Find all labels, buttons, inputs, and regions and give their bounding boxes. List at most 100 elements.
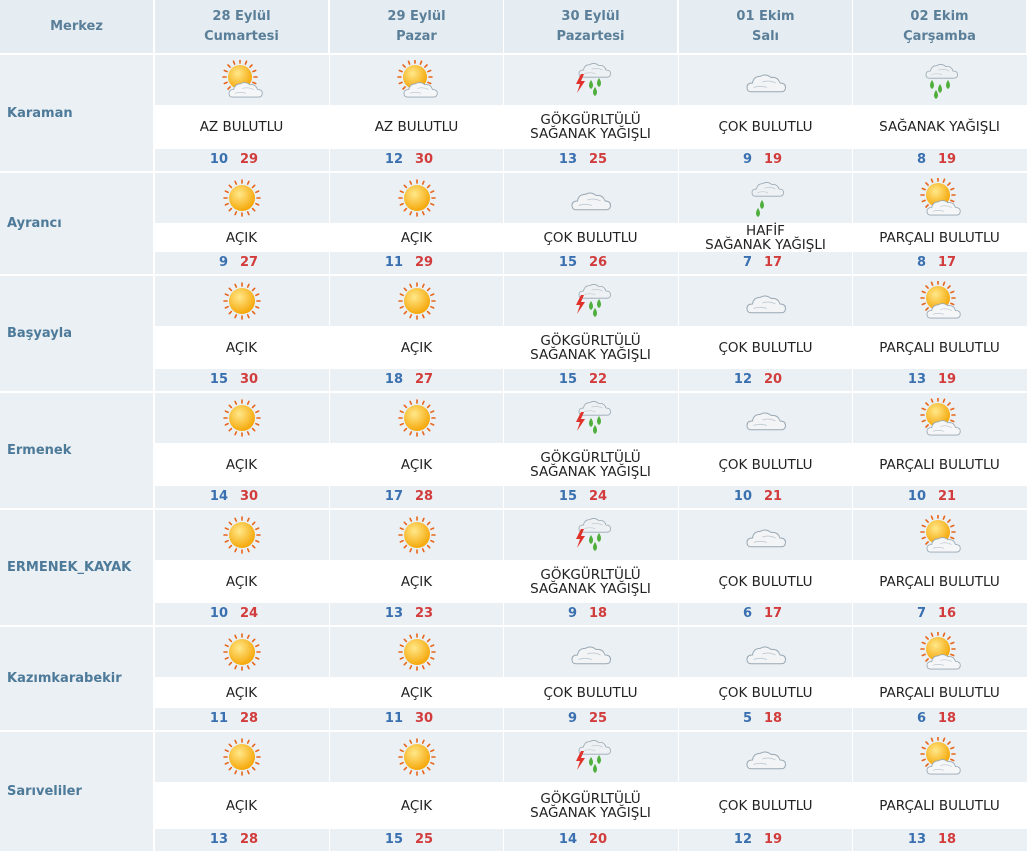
min-temp: 5	[742, 711, 752, 726]
city-name[interactable]: Kazımkarabekir	[0, 627, 153, 730]
desc-line: GÖKGÜRLTÜLÜ	[540, 566, 641, 583]
weather-description: AÇIK	[400, 797, 433, 814]
desc-line: SAĞANAK YAĞIŞLI	[530, 463, 651, 480]
cloudy-icon	[744, 398, 788, 438]
temp-band	[155, 486, 1027, 508]
max-temp: 17	[764, 255, 783, 270]
weather-description: AÇIK	[225, 573, 258, 590]
min-temp: 13	[907, 832, 926, 847]
min-temp: 14	[209, 489, 228, 504]
max-temp: 21	[764, 489, 783, 504]
min-temp: 7	[916, 606, 926, 621]
min-temp: 12	[384, 152, 403, 167]
temperature-range: 9 18	[504, 606, 677, 626]
max-temp: 24	[240, 606, 259, 621]
city-name[interactable]: Karaman	[0, 55, 153, 171]
day-weekday: Cumartesi	[204, 28, 279, 44]
temperature-range: 10 21	[853, 489, 1026, 509]
max-temp: 19	[938, 372, 957, 387]
temperature-range: 13 23	[330, 606, 503, 626]
icon-band	[155, 55, 1027, 105]
cloudy-icon	[569, 178, 613, 218]
column-divider	[678, 0, 679, 853]
temperature-range: 17 28	[330, 489, 503, 509]
weather-description: AÇIK	[225, 456, 258, 473]
sun-icon	[395, 632, 439, 672]
temperature-range: 9 25	[504, 711, 677, 731]
min-temp: 9	[742, 152, 752, 167]
temperature-range: 7 17	[679, 255, 852, 275]
temperature-range: 10 29	[155, 152, 328, 172]
thunder-shower-icon	[569, 60, 613, 100]
min-temp: 8	[916, 152, 926, 167]
max-temp: 18	[938, 711, 957, 726]
column-divider	[503, 0, 504, 853]
temperature-range: 9 27	[155, 255, 328, 275]
temperature-range: 11 28	[155, 711, 328, 731]
min-temp: 11	[209, 711, 228, 726]
max-temp: 25	[415, 832, 434, 847]
city-name[interactable]: Ermenek	[0, 393, 153, 508]
min-temp: 18	[384, 372, 403, 387]
icon-band	[155, 276, 1027, 326]
sun-icon	[395, 178, 439, 218]
min-temp: 6	[742, 606, 752, 621]
desc-line: SAĞANAK YAĞIŞLI	[530, 804, 651, 821]
weather-description: AÇIK	[225, 684, 258, 701]
sun-icon	[220, 281, 264, 321]
max-temp: 29	[240, 152, 259, 167]
weather-description: ÇOK BULUTLU	[718, 573, 813, 590]
weather-description: PARÇALI BULUTLU	[879, 339, 1000, 356]
weather-description: HAFİF SAĞANAK YAĞIŞLI	[679, 224, 852, 252]
weather-description: AÇIK	[400, 684, 433, 701]
weather-description: SAĞANAK YAĞIŞLI	[879, 119, 1000, 135]
min-temp: 17	[384, 489, 403, 504]
temperature-range: 13 25	[504, 152, 677, 172]
weather-description: AZ BULUTLU	[374, 119, 459, 135]
shower-icon	[918, 60, 962, 100]
temperature-range: 6 17	[679, 606, 852, 626]
temp-band	[155, 603, 1027, 625]
city-name[interactable]: Sarıveliler	[0, 732, 153, 851]
thunder-shower-icon	[569, 398, 613, 438]
desc-line: GÖKGÜRLTÜLÜ	[540, 112, 641, 128]
weather-description: AÇIK	[400, 229, 433, 246]
max-temp: 30	[240, 372, 259, 387]
min-temp: 12	[733, 372, 752, 387]
max-temp: 19	[938, 152, 957, 167]
max-temp: 18	[589, 606, 608, 621]
temperature-range: 10 21	[679, 489, 852, 509]
sun-icon	[220, 515, 264, 555]
weather-description: GÖKGÜRLTÜLÜ SAĞANAK YAĞIŞLI	[504, 568, 677, 596]
sun-icon	[220, 737, 264, 777]
temperature-range: 13 18	[853, 832, 1026, 852]
weather-description: ÇOK BULUTLU	[718, 456, 813, 473]
weather-description: PARÇALI BULUTLU	[879, 684, 1000, 701]
sun-icon	[395, 737, 439, 777]
min-temp: 10	[209, 606, 228, 621]
temperature-range: 11 30	[330, 711, 503, 731]
weather-description: GÖKGÜRLTÜLÜ SAĞANAK YAĞIŞLI	[504, 451, 677, 479]
sun-icon	[395, 281, 439, 321]
icon-band	[155, 393, 1027, 443]
cloudy-icon	[744, 632, 788, 672]
temperature-range: 13 28	[155, 832, 328, 852]
cloudy-icon	[569, 632, 613, 672]
max-temp: 16	[938, 606, 957, 621]
icon-band	[155, 732, 1027, 782]
min-temp: 15	[558, 255, 577, 270]
city-name[interactable]: ERMENEK_KAYAK	[0, 510, 153, 625]
weather-description: ÇOK BULUTLU	[543, 684, 638, 701]
city-name[interactable]: Başyayla	[0, 276, 153, 391]
min-temp: 9	[567, 711, 577, 726]
column-divider	[329, 0, 330, 853]
city-name[interactable]: Ayrancı	[0, 173, 153, 274]
cloudy-icon	[744, 737, 788, 777]
temperature-range: 8 17	[853, 255, 1026, 275]
temperature-range: 18 27	[330, 372, 503, 392]
temp-band	[155, 252, 1027, 274]
temperature-range: 14 30	[155, 489, 328, 509]
thunder-shower-icon	[569, 515, 613, 555]
max-temp: 17	[764, 606, 783, 621]
